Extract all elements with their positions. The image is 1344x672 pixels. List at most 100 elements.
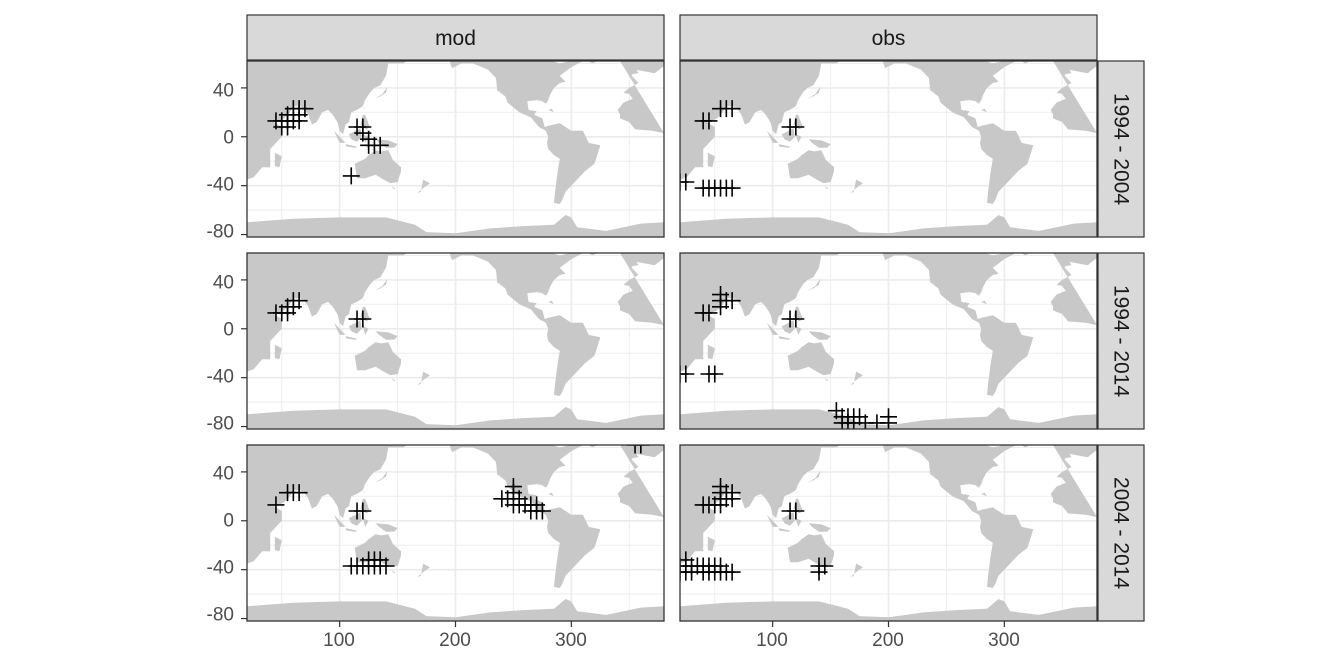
data-point — [626, 445, 644, 454]
data-point — [290, 484, 308, 502]
panel-obs-1 — [680, 61, 1097, 237]
marker-layer — [267, 292, 372, 328]
marker-layer — [267, 445, 650, 575]
y-tick-label: 40 — [213, 273, 234, 294]
data-point — [787, 502, 805, 520]
land-polygon — [362, 518, 369, 527]
x-tick-label: 300 — [988, 630, 1020, 651]
land-polygon — [548, 492, 554, 497]
land-polygon — [781, 320, 795, 334]
strip-label-obs: obs — [872, 27, 906, 50]
y-tick-label: 0 — [223, 511, 234, 532]
land-polygon — [680, 215, 1097, 237]
data-point — [723, 563, 741, 581]
strip-label-row-2: 1994 - 2014 — [1110, 285, 1133, 397]
land-polygon — [615, 440, 623, 443]
land-polygon — [345, 336, 357, 340]
land-polygon — [354, 150, 402, 184]
land-polygon — [615, 248, 623, 251]
panel-border — [679, 252, 1098, 430]
land-polygon — [680, 61, 866, 180]
land-polygon — [247, 61, 433, 180]
data-point — [810, 563, 828, 581]
panels — [241, 60, 1098, 627]
land-polygon — [247, 599, 664, 621]
y-tick-label: 0 — [223, 128, 234, 149]
land-polygon — [807, 278, 821, 291]
y-tick-label: 0 — [223, 320, 234, 341]
land-polygon — [1048, 440, 1056, 443]
land-polygon — [354, 342, 402, 376]
land-polygon — [680, 338, 686, 351]
y-tick-label: 40 — [213, 81, 234, 102]
land-polygon — [707, 344, 715, 360]
land-polygon — [333, 130, 346, 143]
land-polygon — [778, 144, 790, 148]
y-tick-label: -40 — [207, 558, 234, 579]
land-polygon — [348, 128, 362, 142]
data-point — [787, 118, 805, 136]
land-polygon — [391, 570, 396, 574]
land-polygon — [766, 322, 779, 335]
strip-background-obs — [679, 14, 1098, 61]
x-tick-label: 200 — [439, 630, 471, 651]
land-polygon — [417, 371, 430, 385]
column-strips: mod obs — [246, 14, 1098, 61]
x-tick-label: 100 — [756, 630, 788, 651]
land-polygon — [850, 371, 863, 385]
x-tick-label: 100 — [323, 630, 355, 651]
strip-label-row-3: 2004 - 2014 — [1110, 477, 1133, 589]
data-point — [296, 100, 314, 118]
data-point — [371, 136, 389, 154]
panel-border — [246, 252, 665, 430]
land-polygon — [778, 528, 790, 532]
land-polygon — [824, 378, 829, 382]
land-polygon — [707, 536, 715, 552]
land-polygon — [362, 326, 369, 335]
data-point — [706, 365, 724, 383]
land-polygon — [375, 139, 398, 148]
y-tick-label: -80 — [207, 605, 234, 626]
panel-obs-3 — [680, 440, 1097, 621]
land-polygon — [766, 130, 779, 143]
y-tick-label: -80 — [207, 414, 234, 435]
land-polygon — [807, 470, 821, 483]
panel-obs-2 — [680, 253, 1097, 429]
land-polygon — [345, 144, 357, 148]
land-polygon — [548, 300, 554, 305]
data-point — [712, 286, 730, 304]
land-polygon — [1050, 445, 1097, 518]
data-point — [354, 502, 372, 520]
land-polygon — [247, 445, 433, 564]
data-point — [880, 408, 897, 426]
land-polygon — [274, 536, 282, 552]
land-layer — [247, 61, 664, 237]
land-polygon — [374, 470, 388, 483]
land-polygon — [354, 534, 402, 568]
land-polygon — [417, 179, 430, 193]
data-point — [342, 167, 360, 185]
land-polygon — [680, 253, 866, 372]
land-polygon — [707, 152, 715, 168]
land-polygon — [781, 512, 795, 526]
data-point — [290, 292, 308, 310]
panel-mod-3 — [247, 440, 664, 621]
land-polygon — [795, 326, 802, 335]
panel-mod-2 — [247, 248, 664, 429]
land-polygon — [449, 253, 601, 396]
land-polygon — [274, 344, 282, 360]
data-point — [354, 310, 372, 328]
land-polygon — [808, 523, 831, 532]
land-layer — [680, 440, 1097, 621]
land-polygon — [1062, 67, 1072, 75]
data-point — [504, 478, 522, 496]
land-polygon — [362, 106, 366, 110]
land-polygon — [680, 599, 1097, 621]
land-polygon — [981, 300, 987, 305]
data-point — [700, 304, 718, 322]
land-polygon — [348, 320, 362, 334]
land-polygon — [1062, 259, 1072, 267]
data-point — [267, 496, 285, 514]
land-polygon — [391, 378, 396, 382]
land-polygon — [778, 336, 790, 340]
